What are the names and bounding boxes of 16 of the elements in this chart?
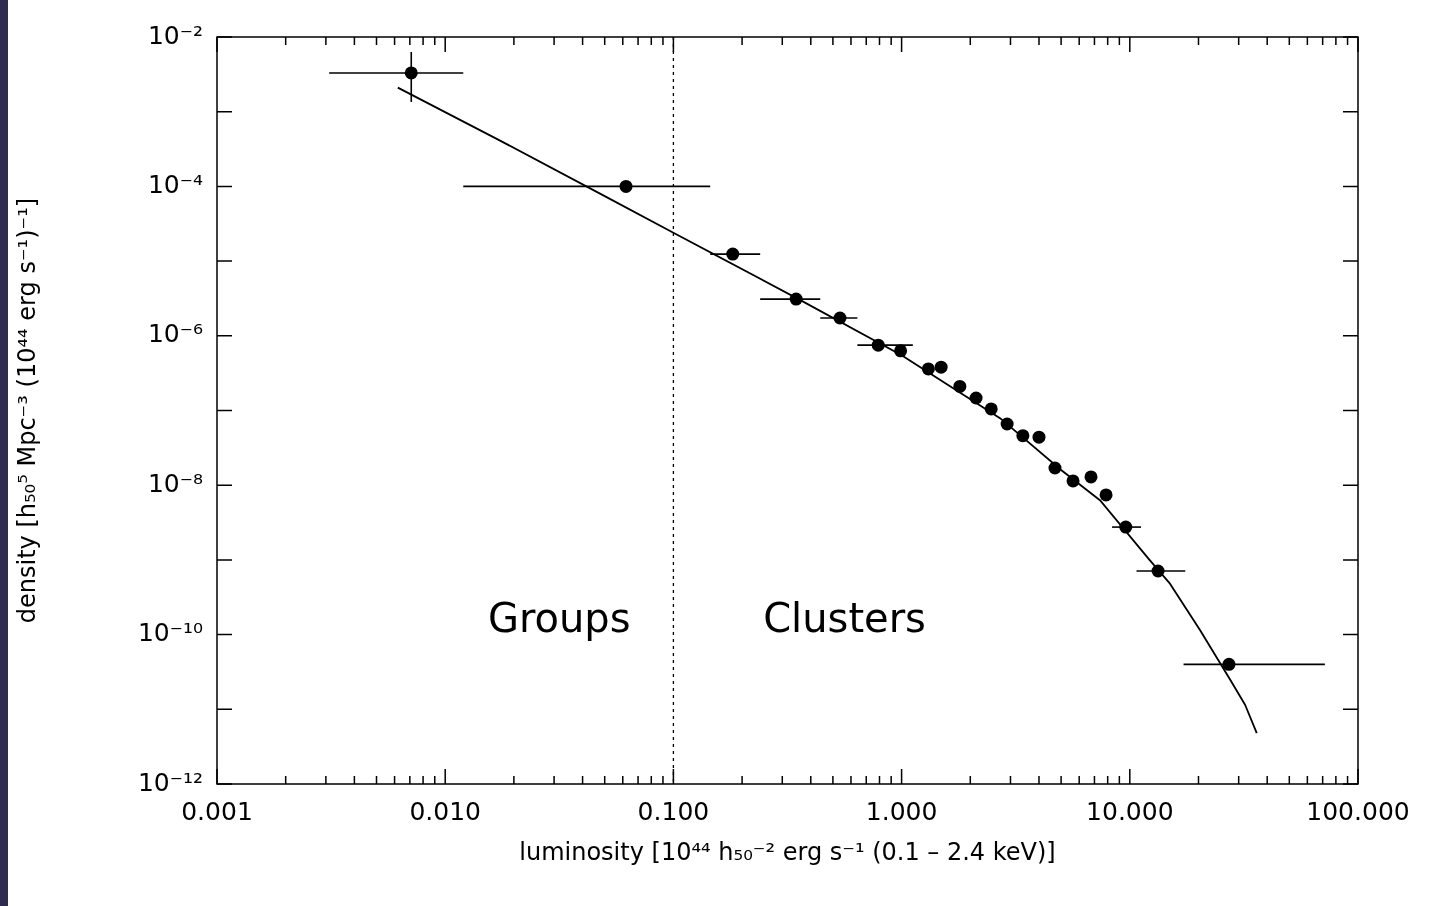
annotation: Groups: [487, 595, 631, 642]
x-tick-label: 10.000: [1086, 796, 1174, 826]
y-tick-label: 10⁻⁸: [147, 468, 203, 498]
x-axis-title: luminosity [10⁴⁴ h₅₀⁻² erg s⁻¹ (0.1 – 2.4 keV)]: [519, 837, 1056, 866]
y-axis-title: density [h₅₀⁵ Mpc⁻³ (10⁴⁴ erg s⁻¹)⁻¹]: [12, 197, 41, 624]
annotation: Clusters: [763, 595, 926, 642]
y-tick-label: 10⁻²: [147, 20, 203, 50]
y-tick-label: 10⁻¹⁰: [137, 618, 203, 648]
x-tick-label: 0.010: [409, 796, 481, 826]
x-tick-label: 100.000: [1306, 796, 1410, 826]
y-tick-label: 10⁻⁶: [147, 319, 203, 349]
x-tick-label: 0.001: [181, 796, 253, 826]
x-tick-label: 0.100: [637, 796, 710, 826]
y-tick-label: 10⁻¹²: [137, 767, 203, 797]
y-tick-label: 10⁻⁴: [147, 169, 203, 199]
x-tick-label: 1.000: [865, 796, 938, 826]
